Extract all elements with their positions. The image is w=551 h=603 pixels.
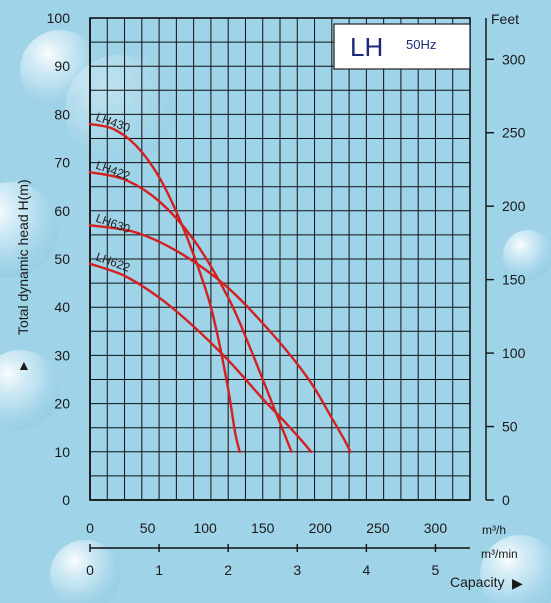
y-tick-label: 20 bbox=[54, 396, 70, 412]
x-unit-m3min: m³/min bbox=[481, 547, 518, 561]
x-axis-arrow: ▶ bbox=[512, 575, 523, 591]
curves-layer bbox=[88, 122, 352, 453]
curve-lh430 bbox=[88, 122, 241, 453]
feet-tick-label: 200 bbox=[502, 198, 526, 214]
y-tick-label: 30 bbox=[54, 347, 70, 363]
y-tick-label: 50 bbox=[54, 251, 70, 267]
feet-tick-label: 250 bbox=[502, 125, 526, 141]
legend-box: LH 50Hz bbox=[333, 23, 471, 70]
legend-frequency: 50Hz bbox=[406, 37, 436, 52]
curve-lh622 bbox=[88, 262, 313, 453]
x-axis-label: Capacity bbox=[450, 574, 504, 590]
x-tick-label-m3h: 0 bbox=[86, 520, 94, 536]
x-tick-label-m3h: 150 bbox=[251, 520, 275, 536]
grid-lines bbox=[89, 17, 471, 501]
curve-lh422 bbox=[88, 171, 293, 453]
x-tick-label-m3h: 300 bbox=[424, 520, 448, 536]
plot-frame bbox=[89, 17, 471, 501]
y-axis-arrow: ▲ bbox=[17, 357, 31, 373]
x-tick-label-m3min: 0 bbox=[86, 562, 94, 578]
curve-lh630 bbox=[88, 224, 352, 453]
feet-axis-unit: Feet bbox=[491, 11, 519, 27]
x-tick-label-m3min: 5 bbox=[432, 562, 440, 578]
x-tick-label-m3h: 50 bbox=[140, 520, 156, 536]
feet-tick-label: 150 bbox=[502, 272, 526, 288]
x-tick-label-m3min: 1 bbox=[155, 562, 163, 578]
feet-tick-label: 50 bbox=[502, 419, 518, 435]
y-tick-label: 60 bbox=[54, 203, 70, 219]
x-tick-label-m3min: 3 bbox=[293, 562, 301, 578]
feet-tick-label: 100 bbox=[502, 345, 526, 361]
feet-tick-label: 0 bbox=[502, 492, 510, 508]
y-tick-label: 90 bbox=[54, 58, 70, 74]
y-tick-label: 0 bbox=[62, 492, 70, 508]
x-tick-label-m3h: 100 bbox=[193, 520, 217, 536]
x-tick-label-m3min: 2 bbox=[224, 562, 232, 578]
x-tick-label-m3min: 4 bbox=[362, 562, 370, 578]
x-tick-label-m3h: 200 bbox=[309, 520, 333, 536]
y-tick-label: 10 bbox=[54, 444, 70, 460]
y-tick-label: 40 bbox=[54, 299, 70, 315]
y-tick-label: 100 bbox=[47, 10, 71, 26]
legend-model: LH bbox=[350, 32, 383, 62]
y-axis-label: Total dynamic head H(m) bbox=[15, 179, 31, 335]
x-unit-m3h: m³/h bbox=[482, 523, 506, 537]
y-tick-label: 80 bbox=[54, 106, 70, 122]
y-tick-label: 70 bbox=[54, 155, 70, 171]
x-tick-label-m3h: 250 bbox=[366, 520, 390, 536]
feet-tick-label: 300 bbox=[502, 51, 526, 67]
